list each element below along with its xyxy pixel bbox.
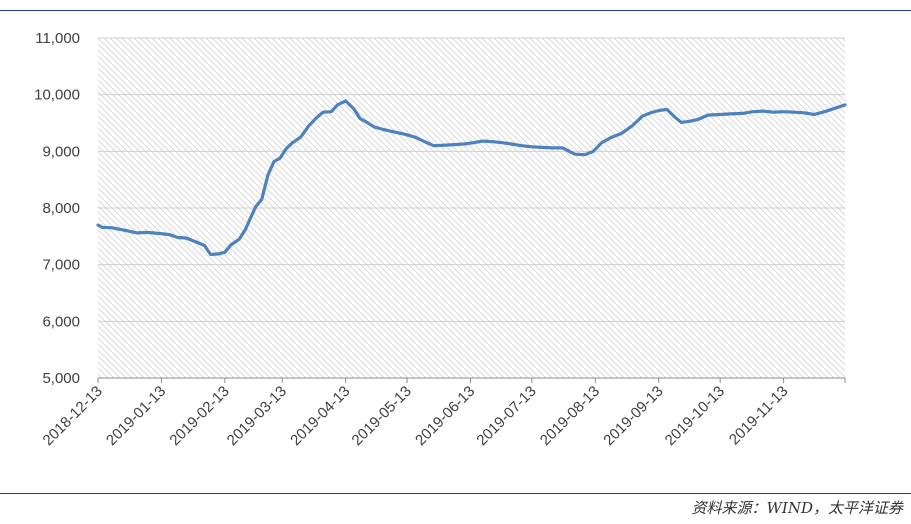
y-tick-label: 6,000 xyxy=(42,313,80,330)
x-tick-label: 2018-12-13 xyxy=(40,383,106,449)
x-axis: 2018-12-132019-01-132019-02-132019-03-13… xyxy=(40,377,846,449)
x-tick-label: 2019-11-13 xyxy=(726,383,791,448)
y-tick-label: 7,000 xyxy=(42,257,80,274)
bottom-rule xyxy=(0,493,911,494)
y-tick-label: 9,000 xyxy=(42,143,80,160)
line-chart: 5,000 6,000 7,000 8,000 9,000 10,000 11,000 20… xyxy=(34,30,847,449)
series-line xyxy=(96,99,847,257)
x-tick-label: 2019-04-13 xyxy=(287,383,353,449)
gridlines xyxy=(98,37,845,322)
y-tick-label: 5,000 xyxy=(42,370,80,387)
y-tick-label: 11,000 xyxy=(35,30,80,47)
x-tick-label: 2019-05-13 xyxy=(349,383,415,449)
x-tick-label: 2019-10-13 xyxy=(662,383,728,449)
y-axis: 5,000 6,000 7,000 8,000 9,000 10,000 11,000 xyxy=(34,30,80,387)
x-tick-label: 2019-01-13 xyxy=(103,383,169,449)
y-tick-label: 8,000 xyxy=(42,200,80,217)
x-tick-label: 2019-06-13 xyxy=(412,383,478,449)
top-rule xyxy=(0,10,911,11)
source-note: 资料来源：WIND，太平洋证券 xyxy=(691,499,904,517)
x-tick-label: 2019-07-13 xyxy=(473,383,539,449)
x-tick-label: 2019-08-13 xyxy=(537,383,603,449)
x-tick-label: 2019-03-13 xyxy=(224,383,290,449)
x-tick-label: 2019-09-13 xyxy=(600,383,666,449)
x-tick-label: 2019-02-13 xyxy=(166,383,232,449)
y-tick-label: 10,000 xyxy=(34,87,80,104)
